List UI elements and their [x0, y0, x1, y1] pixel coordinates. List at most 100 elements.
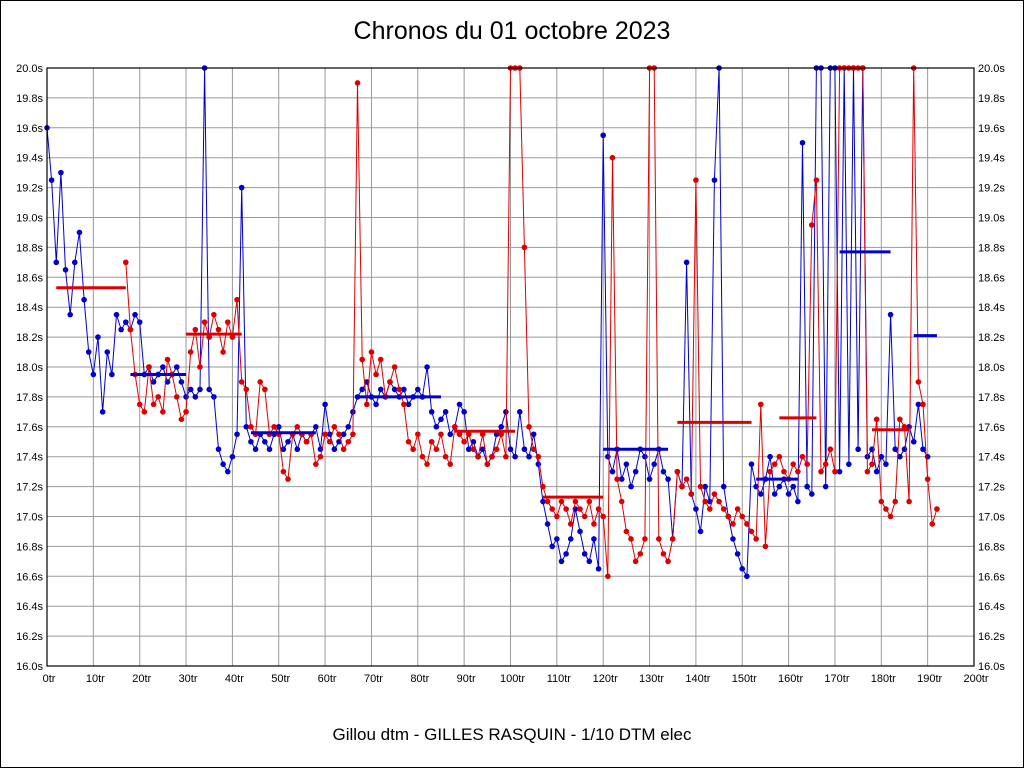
y-axis-tick-label-right: 17.4s [978, 452, 1005, 464]
chart-footer: Gillou dtm - GILLES RASQUIN - 1/10 DTM e… [332, 725, 692, 744]
x-axis-tick-label: 100tr [500, 673, 525, 685]
lap-point [127, 326, 134, 333]
lap-point [257, 379, 264, 385]
lap-point [345, 438, 352, 445]
lap-point [711, 491, 718, 497]
lap-point [183, 409, 189, 415]
lap-point [206, 386, 213, 393]
y-axis-tick-label-right: 19.8s [978, 93, 1005, 105]
lap-point [136, 319, 143, 325]
lap-point [929, 521, 936, 527]
lap-point [368, 349, 375, 355]
lap-point [878, 453, 885, 460]
lap-point [623, 528, 630, 535]
lap-point [234, 296, 240, 303]
lap-point [294, 446, 301, 453]
lap-point [340, 431, 347, 438]
lap-point [410, 446, 416, 453]
y-axis-tick-label-left: 19.8s [16, 93, 43, 105]
lap-point [730, 521, 736, 527]
lap-point [104, 349, 111, 355]
lap-point [294, 424, 301, 430]
lap-point [401, 386, 407, 393]
x-axis-tick-label: 70tr [364, 673, 383, 685]
lap-point [563, 551, 569, 557]
lap-point [452, 424, 458, 430]
lap-point [744, 521, 750, 527]
lap-point [132, 311, 138, 318]
y-axis-tick-label-left: 16.0s [16, 661, 43, 673]
lap-point [892, 498, 899, 505]
lap-point [160, 409, 166, 415]
lap-point [665, 476, 671, 482]
lap-point [720, 483, 727, 490]
lap-point [739, 566, 746, 572]
lap-point [558, 558, 565, 565]
x-axis-tick-label: 0tr [43, 673, 56, 685]
lap-point [118, 326, 124, 333]
lap-point [424, 461, 430, 467]
lap-point [934, 506, 940, 512]
lap-point [586, 558, 593, 565]
lap-point [804, 461, 810, 467]
lap-point [563, 506, 569, 512]
y-axis-tick-label-left: 18.8s [16, 242, 43, 254]
lap-point [350, 431, 356, 438]
lap-point [697, 483, 704, 490]
x-axis-tick-label: 50tr [271, 673, 290, 685]
lap-point [465, 446, 472, 453]
lap-point [377, 386, 384, 393]
lap-point [873, 468, 880, 475]
lap-point [595, 566, 602, 572]
x-axis-tick-label: 60tr [318, 673, 337, 685]
lap-point [605, 453, 611, 460]
lap-point [122, 319, 129, 325]
lap-point [192, 326, 199, 333]
lap-point [526, 453, 532, 460]
lap-point [122, 259, 129, 266]
lap-point [883, 461, 889, 467]
lap-point [748, 528, 755, 535]
lap-point [433, 424, 440, 430]
y-axis-tick-label-right: 19.4s [978, 153, 1005, 165]
lap-point [526, 424, 532, 430]
lap-point [215, 446, 222, 453]
lap-point [628, 536, 634, 542]
lap-point [187, 386, 194, 393]
lap-point [479, 446, 486, 453]
lap-point [906, 424, 912, 430]
lap-point [215, 326, 222, 333]
lap-point [85, 349, 92, 355]
lap-point [897, 416, 903, 423]
lap-point [224, 468, 231, 475]
lap-point [512, 453, 518, 460]
lap-point [391, 364, 398, 370]
lap-point [280, 446, 287, 453]
lap-point [637, 551, 644, 557]
lap-point [359, 386, 365, 393]
y-axis-tick-label-left: 19.4s [16, 153, 43, 165]
y-axis-tick-label-right: 19.0s [978, 213, 1005, 225]
lap-point [577, 528, 583, 535]
x-axis-tick-label: 160tr [778, 673, 803, 685]
lap-point [521, 446, 528, 453]
y-axis-tick-label-left: 19.0s [16, 213, 43, 225]
lap-point [197, 364, 203, 370]
lap-point [535, 453, 542, 460]
lap-point [734, 506, 741, 512]
lap-point [405, 438, 412, 445]
lap-point [577, 506, 583, 512]
lap-point [498, 424, 505, 430]
y-axis-tick-label-left: 18.2s [16, 332, 43, 344]
lap-point [790, 483, 797, 490]
lap-point [669, 536, 676, 542]
y-axis-tick-label-right: 17.6s [978, 422, 1005, 434]
lap-point [173, 394, 180, 400]
lap-point [401, 401, 407, 408]
lap-point [730, 536, 736, 542]
y-axis-tick-label-right: 17.8s [978, 392, 1005, 404]
lap-point [197, 386, 203, 393]
lap-point [479, 431, 486, 438]
